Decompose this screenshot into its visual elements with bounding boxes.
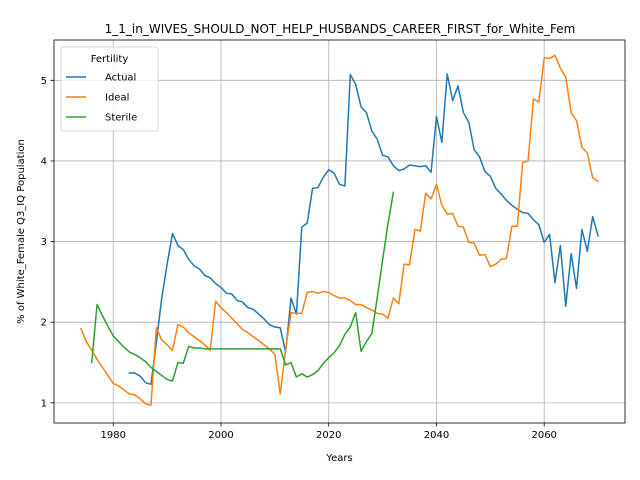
y-tick-label: 4 xyxy=(41,156,47,167)
y-axis-label: % of White_Female Q3_IQ Population xyxy=(16,139,27,324)
y-tick-label: 2 xyxy=(41,318,47,329)
x-tick-label: 2060 xyxy=(531,430,556,441)
legend-box xyxy=(60,46,159,132)
y-tick-label: 5 xyxy=(41,76,47,87)
x-axis-ticks: 1980 2000 2020 2040 2060 xyxy=(101,423,557,441)
x-tick-label: 2040 xyxy=(424,430,449,441)
legend-label-sterile: Sterile xyxy=(105,113,137,124)
y-tick-label: 1 xyxy=(41,398,47,409)
x-tick-label: 1980 xyxy=(101,430,126,441)
grid xyxy=(54,40,625,423)
plot-frame xyxy=(53,39,626,424)
chart-title: 1_1_in_WIVES_SHOULD_NOT_HELP_HUSBANDS_CA… xyxy=(105,22,576,36)
series-line-ideal xyxy=(79,54,600,407)
series-line-actual xyxy=(128,73,599,386)
series-lines xyxy=(79,54,600,407)
legend: Fertility Actual Ideal Sterile xyxy=(60,46,159,132)
x-tick-label: 2020 xyxy=(316,430,341,441)
legend-label-actual: Actual xyxy=(105,73,136,84)
y-tick-label: 3 xyxy=(41,237,47,248)
legend-entries: Actual Ideal Sterile xyxy=(66,73,137,124)
legend-title: Fertility xyxy=(91,54,129,65)
x-axis-label: Years xyxy=(325,453,352,464)
x-tick-label: 2000 xyxy=(208,430,233,441)
series-line-sterile xyxy=(90,191,395,382)
legend-label-ideal: Ideal xyxy=(105,93,129,104)
y-axis-ticks: 1 2 3 4 5 xyxy=(41,76,54,409)
